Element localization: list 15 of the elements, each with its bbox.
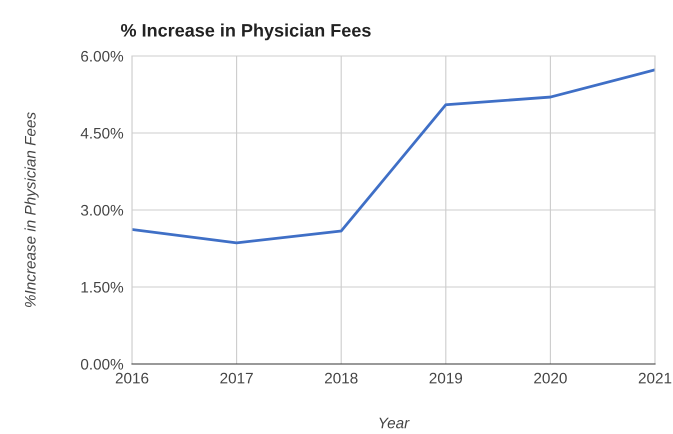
x-tick-label: 2018 [324, 372, 358, 384]
x-tick-label: 2021 [638, 372, 672, 384]
y-tick-label: 4.50% [80, 128, 124, 139]
x-tick-label: 2019 [430, 372, 462, 384]
line-series [132, 68, 655, 244]
x-tick-label: 2020 [534, 372, 567, 384]
x-tick-label: 2016 [116, 372, 148, 384]
y-axis-title: %Increase in Physician Fees [24, 112, 39, 307]
y-tick-label: 3.00% [80, 204, 124, 216]
chart-title: % Increase in Physician Fees [120, 23, 371, 40]
x-tick-label: 2017 [220, 372, 253, 384]
y-tick-label: 1.50% [82, 282, 124, 293]
y-tick-label: 6.00% [81, 50, 124, 62]
y-tick-label: 0.00% [80, 358, 124, 370]
x-axis-title: Year [379, 418, 410, 428]
